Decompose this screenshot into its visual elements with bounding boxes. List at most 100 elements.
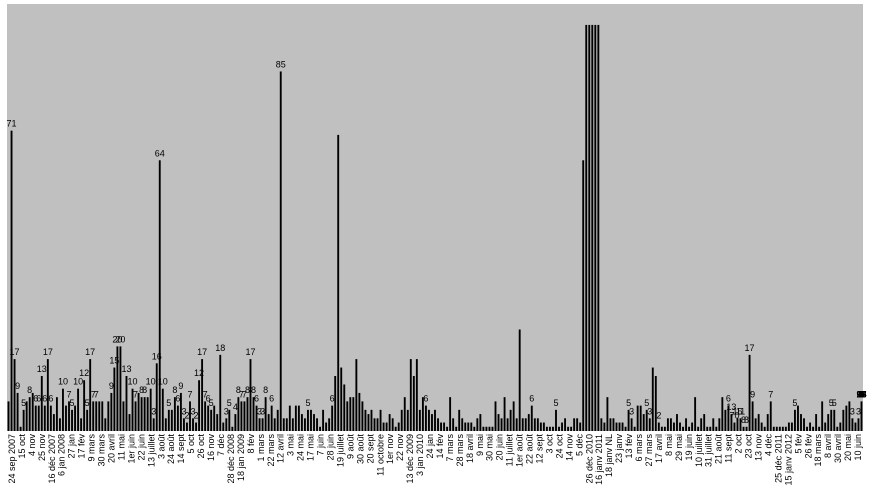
bar — [449, 397, 452, 431]
value-label: 18 — [856, 389, 866, 399]
tick-label: 25 nov — [37, 434, 47, 462]
value-label: 20 — [115, 334, 125, 344]
bar — [627, 409, 630, 431]
bar — [7, 401, 10, 431]
bar — [443, 422, 446, 431]
bar — [10, 130, 13, 432]
tick-label: 10 juin — [853, 434, 863, 461]
tick-label: 24 jan — [425, 434, 435, 459]
bar — [506, 418, 509, 431]
value-label: 6 — [254, 394, 259, 404]
bar — [340, 367, 343, 431]
bar — [645, 409, 648, 431]
tick-label: 24 sep 2007 — [7, 434, 17, 484]
bar — [464, 422, 467, 431]
value-label: 3 — [260, 406, 265, 416]
value-label: 4 — [859, 389, 864, 399]
tick-label: 11 sept — [724, 434, 734, 463]
bar — [582, 160, 585, 431]
value-label: 15 — [732, 406, 742, 416]
bar — [255, 405, 258, 431]
value-label: 10 — [146, 377, 156, 387]
bar — [397, 422, 400, 431]
bar — [204, 401, 207, 431]
value-label: 3 — [859, 389, 864, 399]
tick-label: 28 mars — [455, 434, 465, 467]
value-label: 7 — [859, 389, 864, 399]
bar — [739, 418, 742, 431]
value-label: 11 — [736, 406, 745, 416]
tick-label: 8 mai — [664, 434, 674, 456]
tick-label: 22 mars — [266, 434, 276, 467]
bar — [830, 409, 833, 431]
bar — [49, 405, 52, 431]
bar — [733, 422, 736, 431]
bar — [609, 418, 612, 431]
bar — [440, 422, 442, 431]
bar — [28, 397, 31, 431]
value-label: 4 — [859, 389, 864, 399]
value-label: 2 — [859, 389, 864, 399]
tick-label: 9 août — [345, 434, 355, 460]
bar — [524, 418, 527, 431]
bar — [431, 414, 433, 431]
bar — [167, 409, 170, 431]
bar — [800, 414, 802, 431]
value-label: 2 — [859, 389, 864, 399]
bar — [564, 418, 567, 431]
bar — [669, 418, 672, 431]
bar — [503, 397, 506, 431]
tick-label: 11 juillet — [505, 434, 515, 467]
value-label: 8 — [27, 385, 32, 395]
bar — [89, 359, 92, 431]
bar — [588, 24, 591, 431]
value-label: 5 — [626, 398, 631, 408]
bar — [385, 422, 388, 431]
bar — [552, 426, 554, 431]
value-label: 3 — [859, 389, 864, 399]
bar — [642, 414, 645, 431]
value-label: 3 — [859, 389, 864, 399]
value-label: 7 — [91, 389, 96, 399]
bar — [125, 376, 128, 431]
bar — [530, 405, 533, 431]
bar — [778, 426, 781, 431]
bar — [730, 414, 733, 431]
bar — [715, 426, 718, 431]
bar — [757, 414, 760, 431]
value-label: 8 — [236, 385, 241, 395]
value-label: 5 — [859, 389, 864, 399]
bar — [282, 418, 285, 431]
bar — [624, 426, 627, 431]
bar — [727, 405, 730, 431]
bar — [824, 422, 827, 431]
value-label: 5 — [859, 389, 864, 399]
bar — [836, 426, 839, 431]
bar — [491, 426, 494, 431]
bar — [325, 422, 328, 431]
plot-area — [7, 4, 863, 431]
value-label: 15 — [109, 356, 119, 366]
bar — [573, 418, 576, 431]
tick-label: 31 juillet — [704, 434, 714, 468]
bar — [694, 397, 697, 431]
value-label: 6 — [529, 394, 534, 404]
bar — [310, 409, 312, 431]
value-label: 6 — [33, 394, 38, 404]
tick-labels-group: 24 sep 2007 15 oct 4 nov 25 nov 16 déc 2007 6… — [7, 434, 863, 486]
bar — [630, 418, 633, 431]
bar — [558, 426, 560, 431]
bar — [300, 414, 303, 431]
value-label: 8 — [859, 389, 864, 399]
bar — [473, 426, 476, 431]
tick-label: 19 juin — [684, 434, 694, 461]
tick-label: 7 mars — [445, 434, 455, 462]
value-label: 6 — [36, 394, 41, 404]
bar — [219, 354, 222, 431]
tick-label: 1er août — [515, 434, 525, 468]
value-label: 3 — [859, 389, 864, 399]
value-label: 96 — [856, 389, 866, 399]
bar — [818, 426, 821, 431]
bar — [388, 414, 391, 431]
bar — [122, 401, 125, 431]
